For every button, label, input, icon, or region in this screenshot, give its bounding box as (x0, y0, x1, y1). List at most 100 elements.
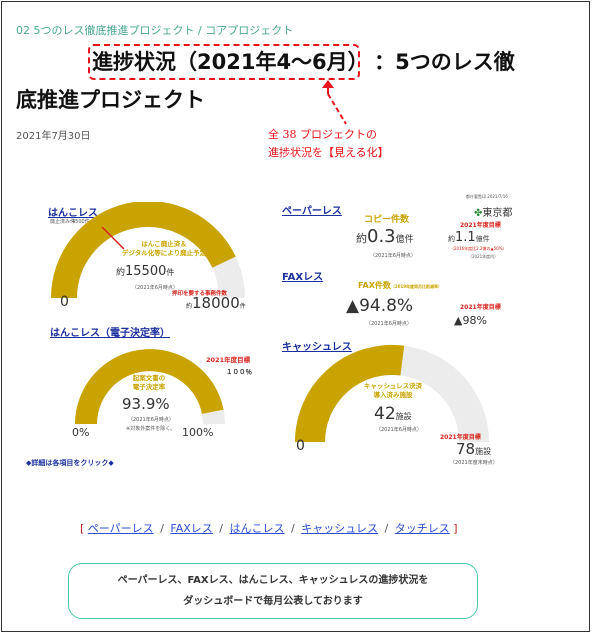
cashless-desc-line1: キャッシュレス決済 (363, 382, 423, 390)
cashless-target-label: 2021年度目標 (440, 434, 481, 441)
notice-line2: ダッシュボードで毎月公表しております (183, 596, 363, 607)
paper-label[interactable]: ペーパーレス (282, 206, 342, 217)
tokyo-logo-icon: ✤ (474, 208, 483, 219)
hanko-target-prefix: 約 (186, 303, 193, 310)
hanko-gauge[interactable] (48, 202, 248, 302)
breadcrumb-link-core[interactable]: コアプロジェクト (205, 24, 294, 37)
page-title-line1: 進捗状況（2021年4～6月） ：5つのレス徹 (92, 46, 515, 76)
cashless-zero: 0 (296, 438, 305, 454)
paper-target-prefix: 約 (448, 235, 455, 243)
paper-number: 0.3 (367, 226, 396, 247)
links-close-bracket: ] (453, 522, 458, 535)
fax-count: FAX件数（2019年度同月比削減率） (358, 280, 442, 291)
fax-count-label: FAX件数 (358, 281, 391, 290)
hanko-gauge-marker (101, 226, 125, 250)
paper-prefix: 約 (356, 232, 367, 245)
hanko-e-min: 0% (72, 426, 90, 439)
hanko-target-label: 押印を要する事務件数 (172, 291, 228, 297)
callout-arrow (322, 80, 347, 125)
hanko-abolished-label: 廃止済み件 (50, 219, 76, 225)
fax-label[interactable]: FAXレス (282, 272, 324, 283)
hanko-as-of: （2021年6月時点） (132, 285, 178, 291)
fax-value: ▲94.8% (346, 296, 414, 316)
cashless-value: 42施設 (374, 404, 412, 424)
hanko-target-number: 18000 (192, 294, 240, 312)
links-sep-4: / (384, 522, 389, 535)
paper-value: 約0.3億件 (356, 226, 414, 247)
hanko-e-desc: 起案文書の 電子決定率 (124, 374, 174, 392)
dashboard-panel: はんこレス 廃止済み件 4500件 はんこ廃止済＆ デジタル化等により廃止予定 … (20, 194, 576, 476)
cashless-gauge[interactable] (292, 342, 492, 446)
cashless-target: 78施設 (456, 440, 491, 458)
cashless-unit: 施設 (395, 412, 412, 421)
paper-target-number: 1.1 (455, 230, 476, 245)
hanko-prefix: 約 (116, 268, 126, 278)
cashless-desc-line2: 導入済み施設 (373, 391, 413, 399)
hanko-e-target-value: １００％ (226, 368, 252, 376)
hanko-e-gauge[interactable] (70, 344, 230, 430)
paper-source: 都庁要覧印 2021/7/16 (466, 194, 508, 199)
link-paperless[interactable]: ペーパーレス (87, 522, 154, 535)
hanko-label[interactable]: はんこレス (48, 208, 98, 219)
hanko-desc: はんこ廃止済＆ デジタル化等により廃止予定 (114, 240, 214, 258)
hanko-gauge-fill (51, 202, 236, 299)
links-sep-3: / (291, 522, 295, 535)
paper-target-unit: 億件 (475, 235, 490, 243)
title-rest-text: ：5つのレス徹 (374, 50, 515, 74)
cashless-target-as-of: （2021年度末時点） (450, 460, 498, 466)
hanko-e-desc-line1: 起案文書の (132, 374, 166, 382)
hanko-target: 約18000件 (186, 294, 246, 312)
hanko-zero: 0 (60, 294, 69, 310)
paper-target-note: （2016年度比2.2億の▲50%） (450, 246, 507, 251)
paper-as-of: （2021年6月時点） (370, 253, 416, 259)
cashless-gauge-fill (295, 345, 405, 443)
callout-line2: 進捗状況を【見える化】 (268, 146, 389, 159)
callout-note: 全 38 プロジェクトの 進捗状況を【見える化】 (268, 126, 428, 162)
fax-target-label: 2021年度目標 (460, 304, 501, 311)
hanko-e-max: 100% (182, 426, 214, 439)
cashless-desc: キャッシュレス決済 導入済み施設 (356, 382, 430, 400)
cashless-label[interactable]: キャッシュレス (282, 342, 352, 353)
cashless-as-of: （2021年6月時点） (376, 427, 422, 433)
paper-target-note2: （2021年度内） (468, 254, 499, 259)
paper-copy-label: コピー件数 (364, 215, 410, 225)
page-title-line2: 底推進プロジェクト (16, 88, 205, 112)
hanko-e-label[interactable]: はんこレス（電子決定率） (50, 328, 170, 339)
hanko-e-value: 93.9% (122, 395, 170, 413)
hanko-number: 15500 (125, 264, 167, 279)
fax-count-note: （2019年度同月比削減率） (390, 284, 443, 289)
hanko-e-target-label: 2021年度目標 (206, 356, 251, 364)
link-hankoless[interactable]: はんこレス (229, 522, 285, 535)
cashless-number: 42 (374, 404, 396, 424)
links-sep-2: / (219, 522, 224, 535)
hanko-desc-line2: デジタル化等により廃止予定 (121, 249, 207, 257)
title-highlight-text: 進捗状況（2021年4～6月） (92, 50, 359, 74)
breadcrumb: 02 5つのレス徹底推進プロジェクト / コアプロジェクト (16, 22, 293, 38)
dashboard-notice: ペーパーレス、FAXレス、はんこレス、キャッシュレスの進捗状況を ダッシュボード… (68, 563, 478, 619)
breadcrumb-separator: / (198, 24, 202, 37)
hanko-e-note: ※対象外案件を除く。 (126, 426, 176, 432)
hanko-e-desc-line2: 電子決定率 (132, 383, 166, 391)
title-highlight-box (88, 44, 360, 80)
tokyo-logo: ✤東京都 (474, 204, 512, 219)
category-links: [ ペーパーレス / FAXレス / はんこレス / キャッシュレス / タッチ… (80, 520, 458, 536)
link-faxless[interactable]: FAXレス (170, 522, 213, 535)
fax-target-value: ▲98% (454, 314, 487, 327)
hanko-value: 約15500件 (116, 264, 174, 279)
hanko-abolished-value: 4500件 (72, 219, 90, 225)
publish-date: 2021年7月30日 (16, 131, 91, 142)
paper-target: 約1.1億件 (448, 230, 490, 245)
link-touchless[interactable]: タッチレス (394, 522, 450, 535)
detail-link[interactable]: ◆詳細は各項目をクリック◆ (26, 459, 114, 467)
hanko-e-gauge-fill (75, 349, 224, 425)
notice-line1: ペーパーレス、FAXレス、はんこレス、キャッシュレスの進捗状況を (117, 575, 429, 586)
paper-unit: 億件 (395, 235, 414, 245)
link-cashless[interactable]: キャッシュレス (301, 522, 379, 535)
links-sep-1: / (160, 522, 164, 535)
callout-line1: 全 38 プロジェクトの (268, 128, 377, 141)
breadcrumb-link-project[interactable]: 02 5つのレス徹底推進プロジェクト (16, 24, 195, 37)
links-open-bracket: [ (80, 522, 85, 535)
tokyo-logo-text: 東京都 (482, 208, 513, 219)
hanko-desc-line1: はんこ廃止済＆ (141, 240, 187, 248)
